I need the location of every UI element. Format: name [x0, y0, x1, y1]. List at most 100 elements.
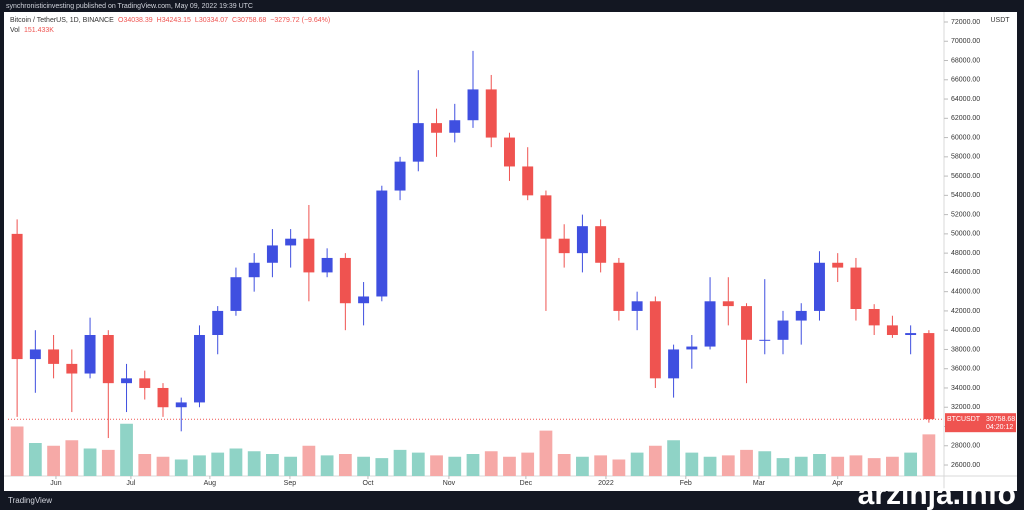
volume-bar [630, 452, 644, 476]
watermark: arzinja.info [858, 478, 1016, 510]
volume-bar [83, 448, 97, 476]
y-tick-label: 56000.00 [951, 173, 980, 180]
ohlc-value: O34038.39 [118, 17, 153, 24]
candle-body [121, 378, 132, 384]
volume-bar [521, 452, 535, 476]
y-tick-label: 68000.00 [951, 57, 980, 64]
candle-body [11, 233, 23, 360]
volume-bar [120, 423, 133, 476]
candle-body [613, 262, 625, 311]
volume-bar [47, 445, 60, 476]
y-tick-label: 42000.00 [951, 308, 980, 315]
ohlc-value: L30334.07 [195, 17, 228, 24]
volume-bar [101, 449, 115, 476]
y-tick-label: 70000.00 [951, 38, 980, 45]
volume-bar [703, 456, 717, 476]
x-tick-label: Sep [284, 480, 297, 487]
candle-body [777, 320, 789, 340]
candle-body [449, 120, 461, 133]
y-tick-label: 48000.00 [951, 250, 980, 257]
candle-body [175, 402, 187, 408]
candle-body [814, 262, 825, 311]
candle-body [686, 346, 698, 350]
candle-body [540, 195, 552, 239]
x-tick-label: Jun [50, 480, 61, 487]
volume-bar [539, 430, 553, 476]
candle-body [631, 301, 643, 311]
volume-bar [594, 455, 608, 476]
volume-bar [138, 454, 152, 476]
x-tick-label: Feb [680, 480, 692, 487]
volume-bar [557, 454, 571, 476]
volume-bar [831, 456, 845, 476]
candle-body [759, 339, 771, 341]
candle-body [339, 257, 351, 304]
y-tick-label: 54000.00 [951, 192, 980, 199]
candle-body [431, 123, 442, 133]
volume-title: Vol [10, 27, 20, 34]
candle-body [595, 226, 607, 263]
y-tick-label: 64000.00 [951, 96, 980, 103]
x-tick-label: 2022 [598, 480, 614, 487]
volume-bar [721, 455, 735, 476]
published-note: synchronisticinvesting published on Trad… [6, 3, 253, 10]
y-tick-label: 28000.00 [951, 443, 980, 450]
volume-value: 151.433K [24, 27, 54, 34]
candle-body [850, 267, 862, 309]
volume-bar [484, 451, 498, 476]
candle-body [467, 89, 479, 121]
volume-bar [357, 456, 370, 476]
y-tick-label: 60000.00 [951, 134, 980, 141]
candle-body [704, 301, 716, 347]
brand[interactable]: TradingView [8, 496, 52, 505]
candle-body [485, 89, 497, 138]
ohlc-value: −3279.72 (−9.64%) [270, 17, 330, 24]
x-tick-label: Jul [126, 480, 135, 487]
y-tick-label: 52000.00 [951, 211, 980, 218]
volume-bar [904, 452, 918, 476]
y-tick-label: 38000.00 [951, 346, 980, 353]
volume-bar [503, 456, 516, 476]
candle-body [84, 335, 96, 374]
volume-bar [886, 456, 899, 476]
volume-bar [685, 452, 699, 476]
candle-body [48, 349, 60, 364]
candle-body [741, 306, 752, 340]
volume-bar [338, 454, 352, 476]
y-tick-label: 44000.00 [951, 289, 980, 296]
volume-bar [849, 455, 863, 476]
symbol: Bitcoin / TetherUS, 1D, BINANCE [10, 17, 114, 24]
volume-bar [922, 434, 936, 476]
volume-bar [211, 452, 225, 476]
x-tick-label: Mar [753, 480, 766, 487]
y-tick-label: 62000.00 [951, 115, 980, 122]
volume-bar [740, 449, 753, 476]
candle-body [102, 335, 114, 384]
volume-bar [375, 458, 389, 476]
volume-bar [776, 458, 790, 476]
candle-body [285, 238, 297, 246]
candle-body [139, 378, 151, 388]
volume-bar [65, 440, 79, 476]
volume-bar [667, 440, 680, 476]
volume-bar [10, 426, 24, 476]
volume-bar [302, 445, 316, 476]
volume-bar [284, 456, 298, 476]
ohlc-legend: O34038.39 H34243.15 L30334.07 C30758.68 −327… [118, 17, 330, 24]
candle-body [194, 335, 205, 403]
volume-bar [867, 458, 881, 476]
volume-bar [28, 443, 42, 476]
candle-body [66, 363, 78, 374]
candle-body [230, 277, 242, 311]
ohlc-value: C30758.68 [232, 17, 266, 24]
x-tick-label: Apr [832, 480, 844, 487]
x-tick-label: Nov [443, 480, 456, 487]
x-tick-label: Dec [520, 480, 533, 487]
y-tick-label: 50000.00 [951, 231, 980, 238]
volume-bar [448, 456, 462, 476]
volume-bar [266, 454, 279, 476]
volume-bar [794, 456, 808, 476]
x-tick-label: Oct [363, 480, 374, 487]
y-tick-label: 26000.00 [951, 462, 980, 469]
